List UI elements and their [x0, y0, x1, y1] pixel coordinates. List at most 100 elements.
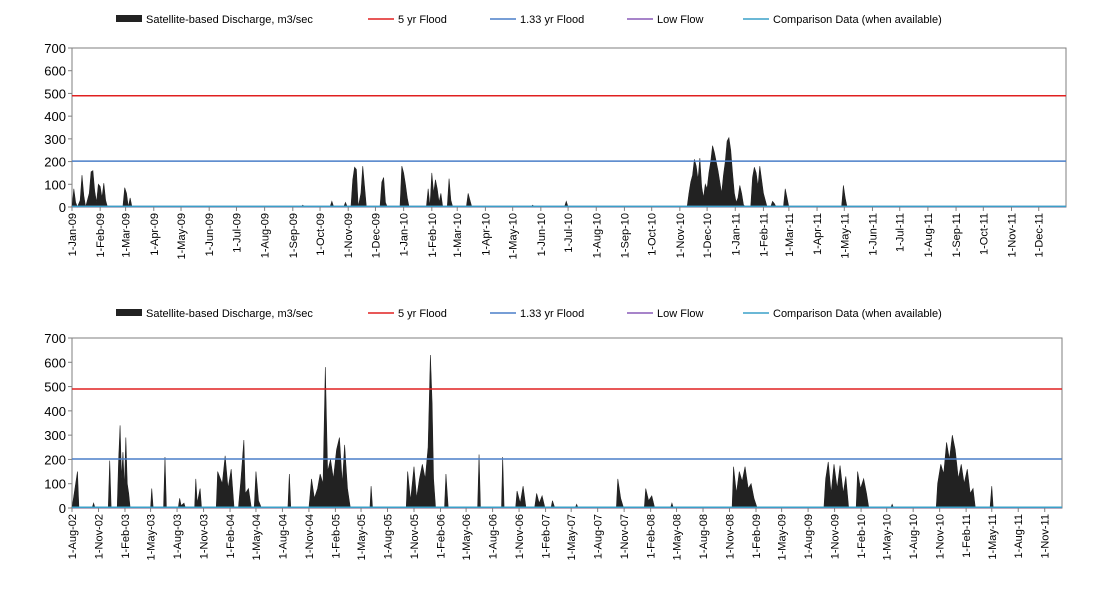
y-tick-label: 300	[44, 132, 66, 147]
x-tick-label: 1-Dec-10	[702, 213, 714, 258]
x-tick-label: 1-Nov-08	[725, 514, 737, 559]
x-tick-label: 1-Jun-10	[536, 213, 548, 256]
x-tick-label: 1-Dec-11	[1034, 213, 1046, 257]
y-tick-label: 400	[44, 109, 66, 124]
x-tick-label: 1-Nov-09	[830, 514, 842, 559]
x-tick-label: 1-Aug-11	[1013, 514, 1025, 558]
discharge-series-area	[71, 354, 1062, 509]
x-tick-label: 1-Nov-04	[304, 514, 316, 559]
x-tick-label: 1-Oct-09	[315, 213, 327, 256]
legend-label: Comparison Data (when available)	[773, 14, 942, 26]
x-tick-label: 1-Nov-11	[1040, 514, 1052, 558]
legend-label: 1.33 yr Flood	[520, 14, 584, 26]
legend-label: 5 yr Flood	[398, 308, 447, 320]
x-tick-label: 1-May-09	[777, 514, 789, 560]
x-tick-label: 1-May-11	[987, 514, 999, 560]
x-tick-label: 1-Nov-03	[199, 514, 211, 559]
legend-label: 5 yr Flood	[398, 14, 447, 26]
x-tick-label: 1-Apr-09	[149, 213, 161, 256]
x-tick-label: 1-Aug-09	[260, 213, 272, 258]
x-tick-label: 1-Aug-06	[488, 514, 500, 559]
x-tick-label: 1-Nov-10	[935, 514, 947, 559]
x-tick-label: 1-Oct-10	[647, 213, 659, 256]
y-tick-label: 200	[44, 452, 66, 467]
x-tick-label: 1-Aug-04	[277, 514, 289, 559]
y-tick-label: 500	[44, 380, 66, 395]
x-tick-label: 1-May-08	[672, 514, 684, 560]
x-tick-label: 1-Feb-10	[856, 514, 868, 559]
x-tick-label: 1-May-07	[566, 514, 578, 560]
legend-label: Satellite-based Discharge, m3/sec	[146, 14, 313, 26]
y-tick-label: 600	[44, 64, 66, 79]
x-tick-label: 1-Mar-11	[784, 213, 796, 257]
x-tick-label: 1-Sep-09	[288, 213, 300, 258]
x-tick-label: 1-May-10	[882, 514, 894, 560]
x-tick-label: 1-May-04	[251, 514, 263, 560]
x-tick-label: 1-Nov-06	[514, 514, 526, 559]
x-tick-label: 1-Feb-09	[751, 514, 763, 559]
x-tick-label: 1-May-05	[356, 514, 368, 560]
x-tick-label: 1-May-09	[176, 213, 188, 259]
x-tick-label: 1-Nov-11	[1006, 213, 1018, 257]
x-tick-label: 1-Feb-06	[435, 514, 447, 559]
x-tick-label: 1-May-03	[146, 514, 158, 560]
x-tick-label: 1-Nov-10	[675, 213, 687, 258]
chart-panel-2: Satellite-based Discharge, m3/sec 5 yr Fl…	[44, 308, 1063, 560]
x-tick-label: 1-Sep-11	[951, 213, 963, 257]
x-tick-label: 1-Aug-10	[908, 514, 920, 559]
x-tick-label: 1-Aug-09	[803, 514, 815, 559]
legend-1: Satellite-based Discharge, m3/sec 5 yr Fl…	[116, 14, 942, 26]
x-tick-label: 1-May-11	[839, 213, 851, 259]
x-tick-label: 1-Apr-11	[812, 213, 824, 255]
x-tick-label: 1-Feb-03	[120, 514, 132, 559]
x-tick-label: 1-Feb-07	[541, 514, 553, 559]
legend-label: Low Flow	[657, 308, 704, 320]
x-tick-label: 1-Oct-11	[978, 213, 990, 255]
legend-2: Satellite-based Discharge, m3/sec 5 yr Fl…	[116, 308, 942, 320]
x-tick-label: 1-Jul-11	[895, 213, 907, 252]
x-tick-label: 1-Feb-10	[427, 213, 439, 258]
x-tick-label: 1-May-06	[461, 514, 473, 560]
x-tick-label: 1-Apr-10	[480, 213, 492, 256]
discharge-series-area	[71, 136, 1066, 208]
x-tick-label: 1-Mar-09	[121, 213, 133, 258]
legend-swatch-discharge	[116, 309, 142, 316]
x-tick-label: 1-Dec-09	[370, 213, 382, 258]
legend-label: 1.33 yr Flood	[520, 308, 584, 320]
y-tick-label: 600	[44, 355, 66, 370]
x-tick-label: 1-Sep-10	[619, 213, 631, 258]
x-tick-label: 1-Feb-05	[330, 514, 342, 559]
legend-label: Comparison Data (when available)	[773, 308, 942, 320]
legend-label: Satellite-based Discharge, m3/sec	[146, 308, 313, 320]
y-tick-label: 400	[44, 404, 66, 419]
x-tick-label: 1-Aug-11	[923, 213, 935, 257]
x-tick-label: 1-Jan-10	[399, 213, 411, 256]
x-tick-label: 1-Feb-04	[225, 514, 237, 559]
y-tick-label: 300	[44, 428, 66, 443]
x-tick-label: 1-Jul-10	[563, 213, 575, 253]
y-tick-label: 100	[44, 177, 66, 192]
x-tick-label: 1-May-10	[508, 213, 520, 259]
x-tick-label: 1-Aug-03	[172, 514, 184, 559]
y-tick-label: 100	[44, 477, 66, 492]
legend-swatch-discharge	[116, 15, 142, 22]
chart-panel-1: Satellite-based Discharge, m3/sec 5 yr Fl…	[44, 14, 1067, 259]
x-tick-label: 1-Feb-08	[646, 514, 658, 559]
y-tick-label: 0	[59, 200, 66, 215]
x-tick-label: 1-Aug-02	[67, 514, 79, 559]
x-tick-label: 1-Nov-09	[343, 213, 355, 258]
x-tick-label: 1-Aug-08	[698, 514, 710, 559]
y-tick-label: 0	[59, 501, 66, 516]
x-tick-label: 1-Jan-09	[67, 213, 79, 256]
x-tick-label: 1-Jan-11	[730, 213, 742, 256]
x-tick-label: 1-Jun-11	[867, 213, 879, 256]
x-tick-label: 1-Aug-10	[591, 213, 603, 258]
plot-area	[71, 47, 1067, 208]
y-tick-label: 700	[44, 331, 66, 346]
x-tick-label: 1-Feb-11	[961, 514, 973, 558]
x-tick-label: 1-Jul-09	[231, 213, 243, 253]
x-tick-label: 1-Nov-05	[409, 514, 421, 559]
x-tick-label: 1-Aug-07	[593, 514, 605, 559]
x-tick-label: 1-Mar-10	[452, 213, 464, 258]
